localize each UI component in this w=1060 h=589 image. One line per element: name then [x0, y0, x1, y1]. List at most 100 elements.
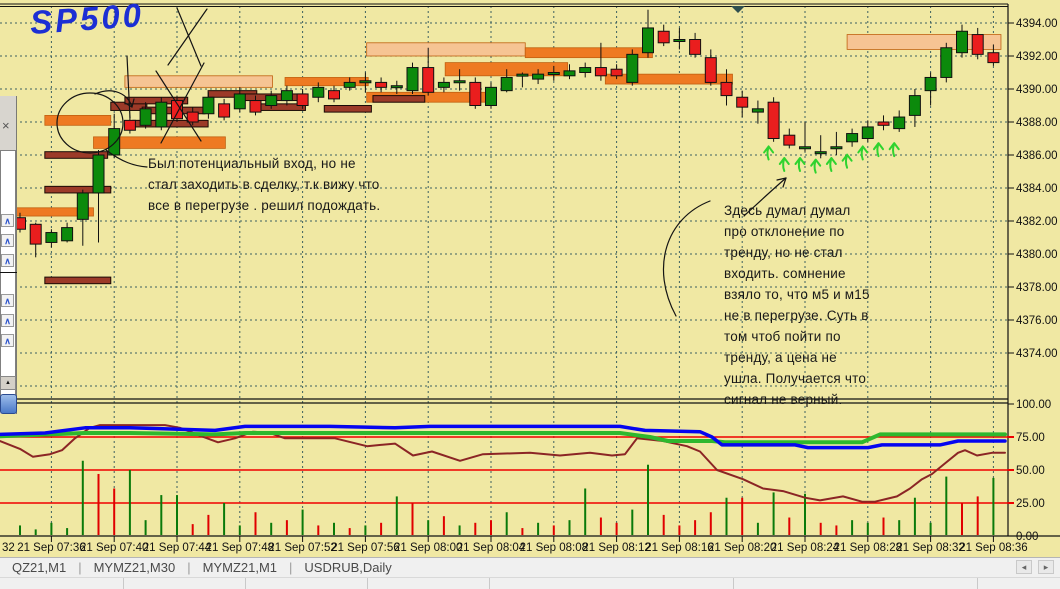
candle-bearish — [469, 81, 482, 107]
tab-scroll-right-icon[interactable]: ▸ — [1038, 560, 1054, 574]
candle-bearish — [29, 223, 42, 245]
price-axis-label: 4388.00 — [1016, 117, 1058, 129]
tab-scroll-left-icon[interactable]: ◂ — [1016, 560, 1032, 574]
time-axis-label: 21 Sep 07:40 — [80, 542, 148, 554]
price-axis-label: 4386.00 — [1016, 150, 1058, 162]
ink-stroke-annotation — [743, 177, 787, 217]
time-axis-label: 21 Sep 07:36 — [17, 542, 85, 554]
oscillator-green-line — [0, 431, 1007, 445]
chart-canvas[interactable]: 4394.00 4392.00 4390.00 4388.00 4386.00 4384.… — [0, 0, 1060, 557]
time-axis-label: 21 Sep 07:44 — [143, 542, 212, 554]
candle-bullish — [799, 146, 811, 150]
candle-bullish — [406, 67, 419, 92]
candle-bullish — [92, 154, 105, 194]
candle-bullish — [516, 73, 529, 77]
candle-bullish — [547, 72, 560, 75]
scroll-up-button[interactable]: ▲ — [0, 376, 16, 390]
candle-bullish — [45, 232, 58, 243]
time-axis-label: 21 Sep 08:04 — [457, 542, 526, 554]
time-axis-label: 21 Sep 08:32 — [896, 542, 964, 554]
zone-strip — [372, 95, 426, 103]
buy-signal-arrow-icon — [810, 158, 822, 174]
buy-signal-arrow-icon — [888, 142, 900, 158]
chart-tab-mymz21-m30[interactable]: MYMZ21,M30 — [93, 560, 176, 575]
chart-tab-mymz21-m1[interactable]: MYMZ21,M1 — [202, 560, 278, 575]
docked-panel-sliver: × ∧ ∧ ∧ ∧ ∧ ∧ ▲ — [0, 96, 17, 414]
spinner-up-button[interactable]: ∧ — [1, 254, 14, 267]
buy-signal-arrow-icon — [778, 157, 790, 172]
ink-stroke-annotation — [131, 98, 135, 108]
zone-strip — [44, 276, 112, 285]
candle-bearish — [783, 134, 796, 146]
annotation-line: тренду, а цена не — [724, 350, 837, 365]
candle-bearish — [877, 121, 890, 126]
time-axis-label: 21 Sep 08:08 — [520, 542, 588, 554]
annotation-note-trend-doubt: Здесь думал думал про отклонение по тренду… — [724, 200, 914, 410]
time-axis-label: 21 Sep 08:20 — [708, 542, 776, 554]
status-divider — [123, 578, 124, 589]
spinner-up-button[interactable]: ∧ — [1, 334, 14, 347]
candle-bullish — [830, 146, 843, 150]
chart-marker-triangle-icon — [731, 6, 745, 13]
candle-bullish — [563, 70, 576, 77]
candle-bullish — [437, 81, 450, 88]
tab-separator: | — [187, 560, 191, 575]
close-icon[interactable]: × — [2, 118, 10, 133]
time-axis-label: 21 Sep 08:16 — [645, 542, 713, 554]
candle-bullish — [940, 47, 953, 78]
time-axis-label: 21 Sep 07:56 — [331, 542, 399, 554]
price-axis-label: 4380.00 — [1016, 249, 1058, 261]
buy-signal-arrow-icon — [873, 142, 884, 158]
buy-signal-arrow-icon — [857, 145, 869, 161]
oscillator-signal-line — [0, 424, 1006, 503]
candle-bullish — [280, 90, 293, 102]
time-axis-label: 21 Sep 08:12 — [582, 542, 650, 554]
time-axis-label: 21 Sep 07:48 — [206, 542, 274, 554]
spinner-up-button[interactable]: ∧ — [1, 314, 14, 327]
spinner-up-button[interactable]: ∧ — [1, 214, 14, 227]
candle-bullish — [908, 95, 921, 116]
spinner-up-button[interactable]: ∧ — [1, 234, 14, 247]
supply-demand-zone-dark — [93, 136, 226, 149]
supply-demand-zone-dark — [284, 77, 369, 87]
ink-stroke-annotation — [176, 7, 202, 67]
annotation-line: тренду, но не стал — [724, 245, 843, 260]
spinner-up-button[interactable]: ∧ — [1, 294, 14, 307]
buy-signal-arrow-icon — [794, 157, 806, 172]
candle-bullish — [359, 80, 372, 84]
supply-demand-zone-light — [366, 42, 526, 57]
annotation-line: про отклонение по — [724, 224, 845, 239]
chart-tab-usdrub-daily[interactable]: USDRUB,Daily — [304, 560, 392, 575]
annotation-line: не в перегрузе. Суть в — [724, 308, 869, 323]
chart-tab-qz21-m1[interactable]: QZ21,M1 — [12, 560, 67, 575]
candle-bearish — [610, 68, 623, 77]
candle-bullish — [532, 73, 545, 80]
ink-stroke-annotation — [94, 90, 133, 108]
tab-scroll-buttons: ◂ ▸ — [1016, 560, 1054, 574]
ink-stroke-annotation — [662, 200, 711, 317]
oscillator-axis-label: 100.00 — [1016, 399, 1051, 411]
price-axis-label: 4382.00 — [1016, 216, 1058, 228]
buy-signal-arrow-icon — [763, 145, 775, 161]
candle-bullish — [61, 227, 74, 242]
price-axis-label: 4390.00 — [1016, 84, 1058, 96]
ink-stroke-annotation — [126, 55, 131, 119]
oscillator-axis-label: 25.00 — [1016, 498, 1045, 510]
candle-bullish — [312, 86, 325, 98]
tab-separator: | — [289, 560, 293, 575]
price-axis-label: 4384.00 — [1016, 183, 1058, 195]
time-axis-label-partial: 32 — [2, 542, 15, 554]
time-axis-label: 21 Sep 08:36 — [959, 542, 1027, 554]
annotation-line: том чтоб пойти по — [724, 329, 841, 344]
status-divider — [733, 578, 734, 589]
candle-bullish — [673, 39, 686, 42]
panel-scroll-thumb[interactable] — [0, 394, 17, 414]
candle-bullish — [485, 86, 497, 106]
candle-bearish — [218, 103, 231, 118]
candle-bearish — [689, 39, 702, 55]
annotation-line: взяло то, что м5 и м15 — [724, 287, 870, 302]
candle-bullish — [202, 96, 215, 115]
candle-bearish — [594, 67, 607, 77]
annotation-line: стал заходить в сделку, т.к вижу что — [148, 177, 380, 192]
